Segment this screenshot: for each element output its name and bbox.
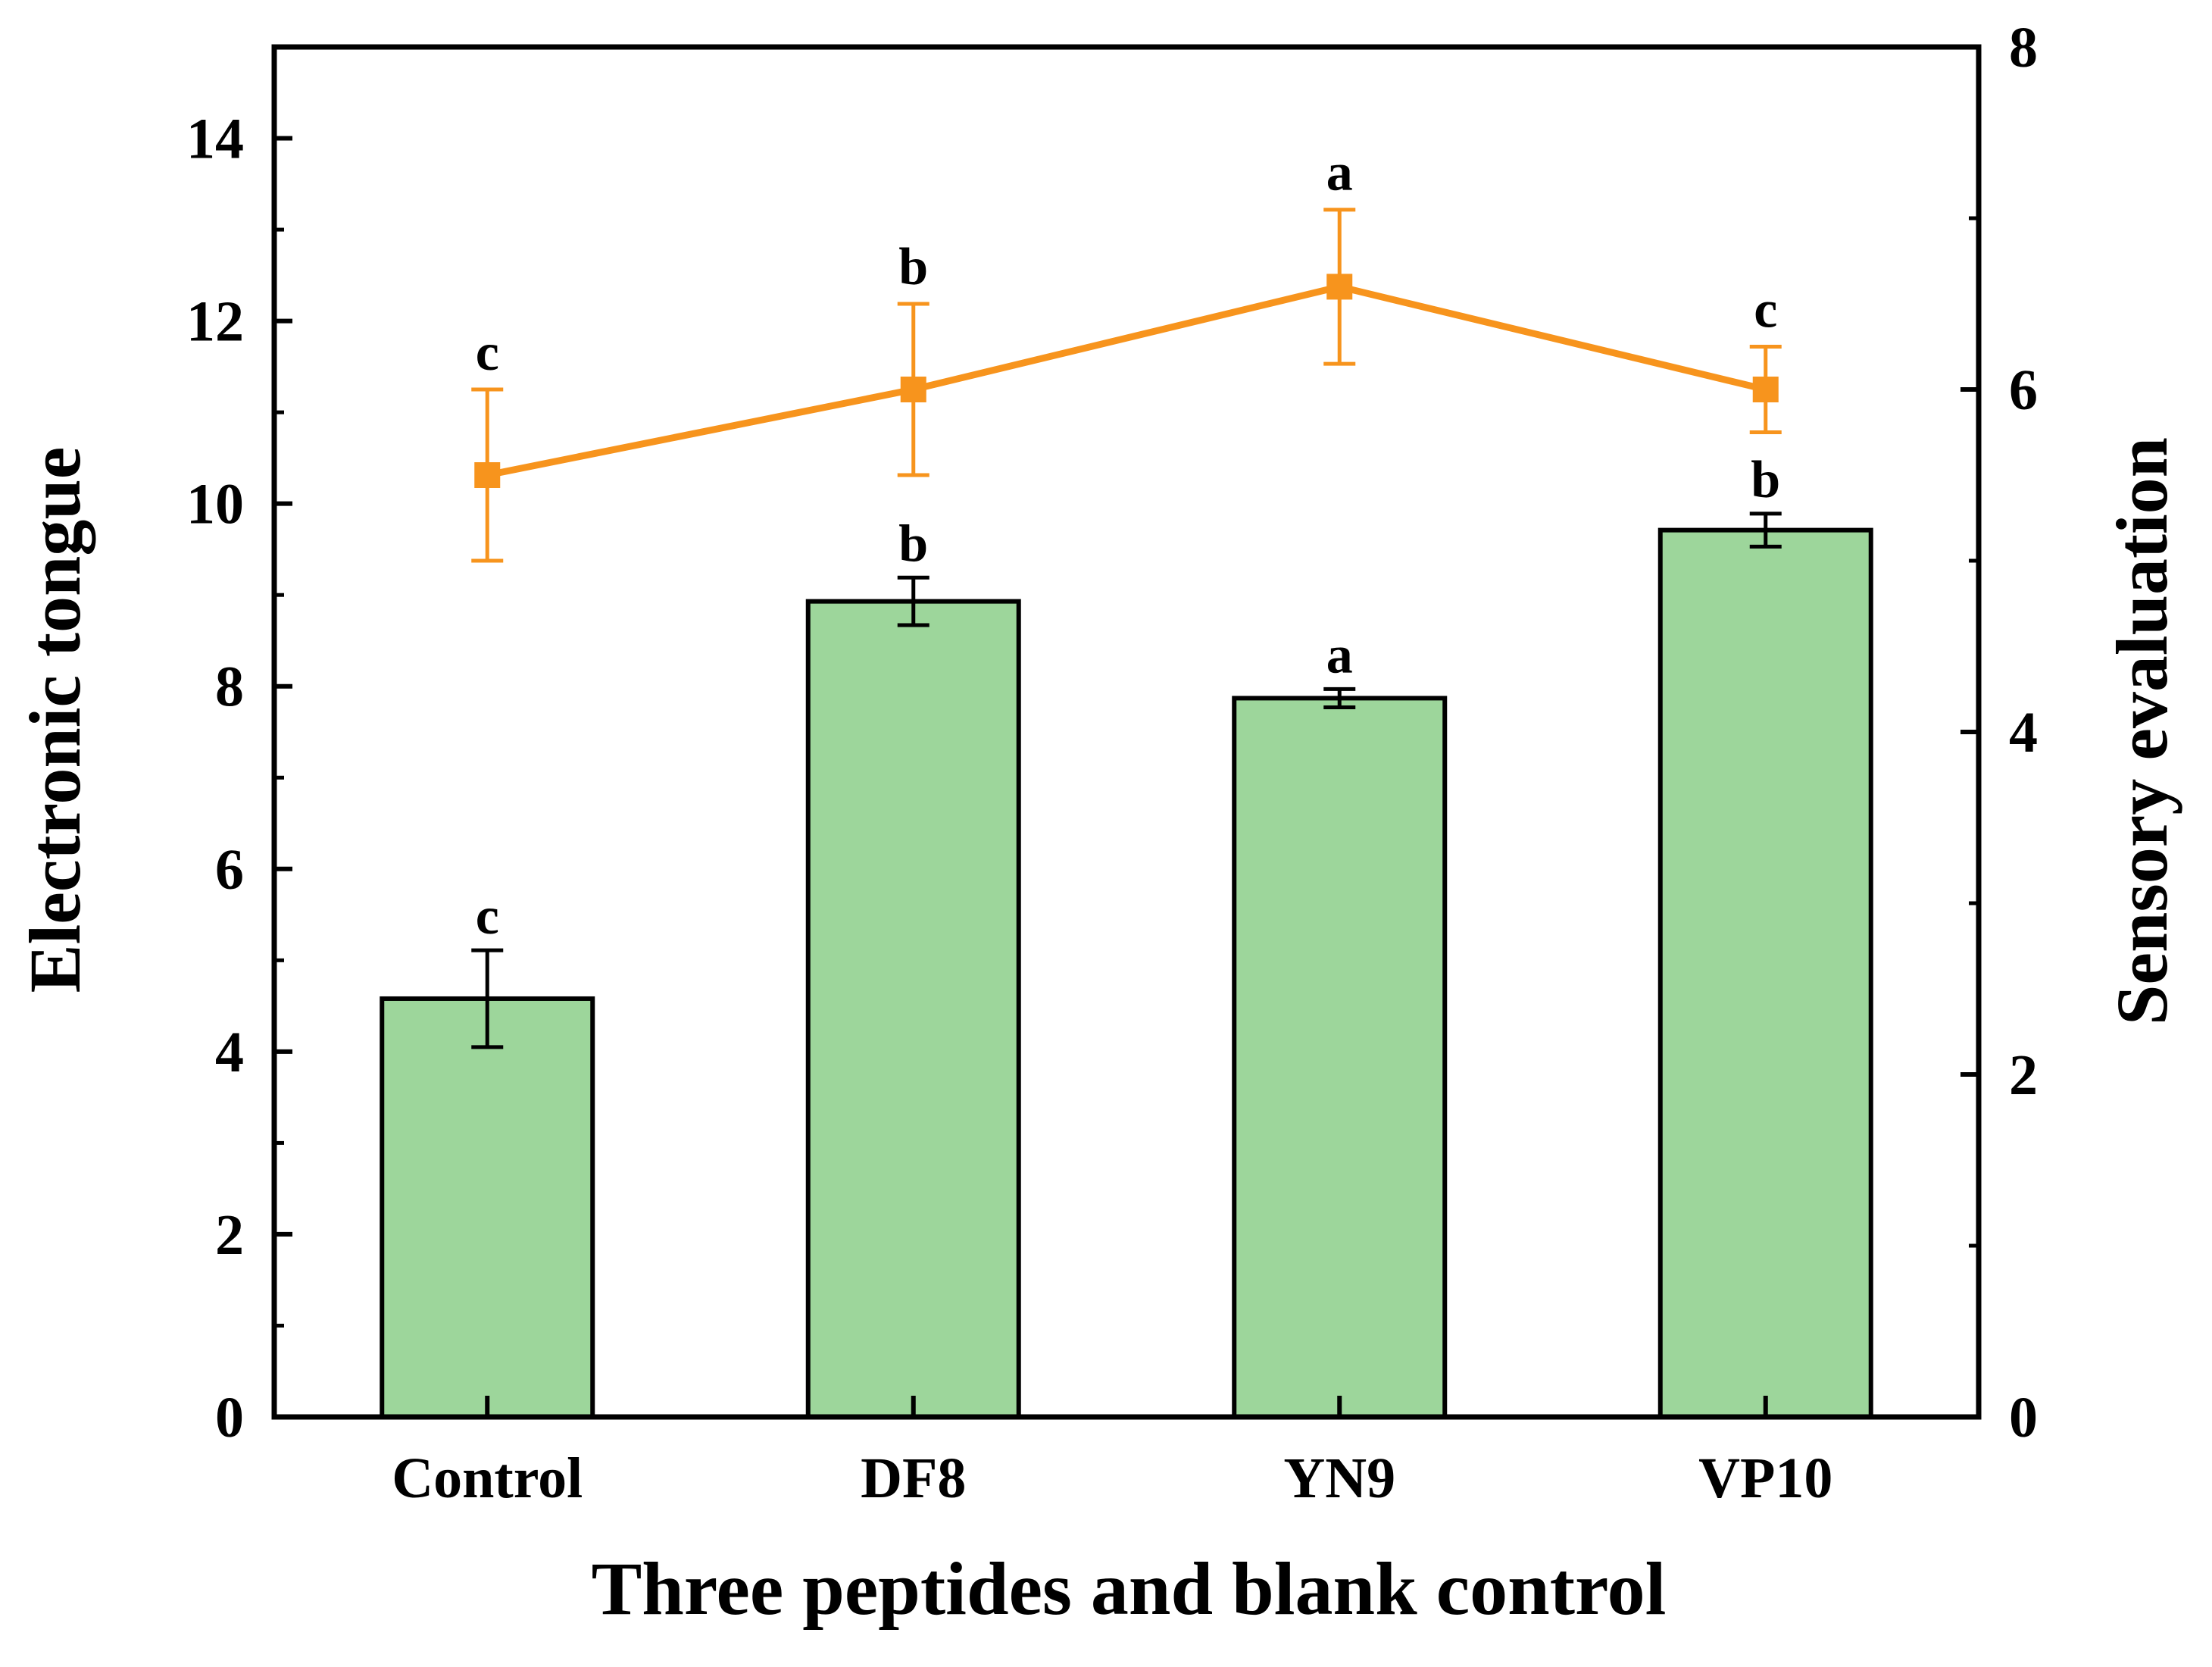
y2-tick-label: 2 bbox=[2009, 1043, 2038, 1107]
x-tick-label-vp10: VP10 bbox=[1698, 1447, 1832, 1510]
y2-tick-label: 6 bbox=[2009, 358, 2038, 422]
line-marker-control bbox=[474, 462, 501, 488]
y2-tick-label: 4 bbox=[2009, 701, 2038, 765]
x-tick-label-yn9: YN9 bbox=[1283, 1447, 1395, 1510]
line-layer bbox=[471, 208, 1782, 563]
labels-layer: c b a b c b a c bbox=[476, 144, 1781, 946]
bar-significance-label: c bbox=[476, 887, 499, 946]
y-tick-label: 14 bbox=[186, 108, 244, 171]
x-tick-label-control: Control bbox=[392, 1447, 583, 1510]
sensory-line bbox=[486, 283, 1767, 479]
bar-vp10 bbox=[1657, 527, 1873, 1419]
bar-yn9 bbox=[1232, 696, 1448, 1419]
y-tick-label: 8 bbox=[215, 655, 244, 719]
line-marker-vp10 bbox=[1752, 377, 1779, 402]
bar-control bbox=[380, 996, 595, 1419]
y-tick-label: 10 bbox=[186, 473, 244, 536]
bar-significance-label: b bbox=[1751, 451, 1780, 509]
bar-significance-label: b bbox=[898, 514, 928, 573]
bar-significance-label: a bbox=[1326, 626, 1353, 684]
x-tick-label-df8: DF8 bbox=[861, 1447, 966, 1510]
x-axis-title: Three peptides and blank control bbox=[592, 1547, 1667, 1631]
line-significance-label: c bbox=[476, 324, 499, 382]
bar-df8 bbox=[805, 599, 1021, 1419]
line-marker-yn9 bbox=[1326, 274, 1353, 300]
line-significance-label: b bbox=[898, 238, 928, 296]
line-significance-label: c bbox=[1754, 281, 1777, 339]
y-tick-label: 2 bbox=[215, 1203, 244, 1267]
line-significance-label: a bbox=[1326, 144, 1353, 202]
bars-layer bbox=[380, 511, 1873, 1419]
y-tick-label: 6 bbox=[215, 838, 244, 902]
y-tick-label: 12 bbox=[186, 290, 244, 354]
y2-tick-label: 8 bbox=[2009, 16, 2038, 80]
y-tick-label: 4 bbox=[215, 1021, 244, 1084]
ticks-layer: 0 2 4 6 8 10 12 14 0 2 4 6 8 Control DF8 YN9 VP10 bbox=[186, 16, 2038, 1510]
y2-tick-label: 0 bbox=[2009, 1386, 2038, 1450]
y2-axis-title: Sensory evaluation bbox=[2101, 437, 2182, 1025]
y-tick-label: 0 bbox=[215, 1386, 244, 1450]
line-marker-df8 bbox=[900, 377, 926, 402]
y-axis-title: Electronic tongue bbox=[14, 447, 95, 993]
